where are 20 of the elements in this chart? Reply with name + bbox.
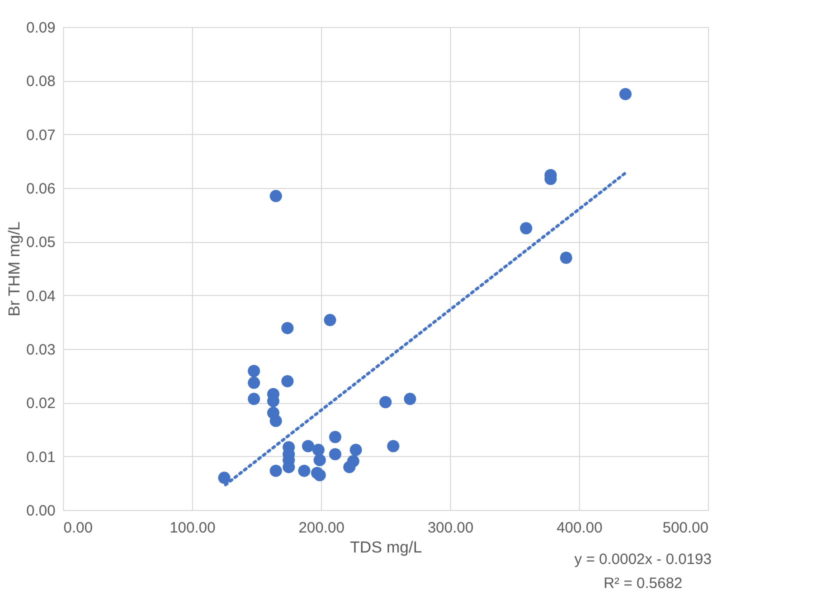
y-tick-label: 0.09	[26, 20, 56, 36]
x-tick-label: 400.00	[556, 520, 602, 536]
x-tick-label: 100.00	[170, 520, 216, 536]
x-tick-label: 200.00	[298, 520, 344, 536]
x-tick-label: 300.00	[428, 520, 474, 536]
y-axis-title: Br THM mg/L	[6, 221, 24, 316]
text: y = 0.0002x - 0.0193	[574, 551, 712, 568]
x-tick-label: 500.00	[662, 520, 708, 536]
y-tick-label: 0.02	[26, 395, 56, 412]
y-tick-label: 0.08	[26, 73, 56, 90]
y-tick-label: 0.06	[26, 180, 56, 198]
y-tick-label: 0.04	[26, 288, 56, 305]
x-axis-title: TDS mg/L	[350, 540, 422, 556]
y-tick-label: 0.03	[26, 342, 56, 358]
text: R² = 0.5682	[604, 575, 682, 592]
x-tick-label: 0.00	[64, 520, 93, 536]
y-tick-label: 0.01	[26, 448, 56, 466]
y-tick-label: 0.07	[26, 126, 56, 144]
y-tick-label: 0.00	[26, 502, 56, 520]
y-tick-label: 0.05	[26, 234, 56, 252]
